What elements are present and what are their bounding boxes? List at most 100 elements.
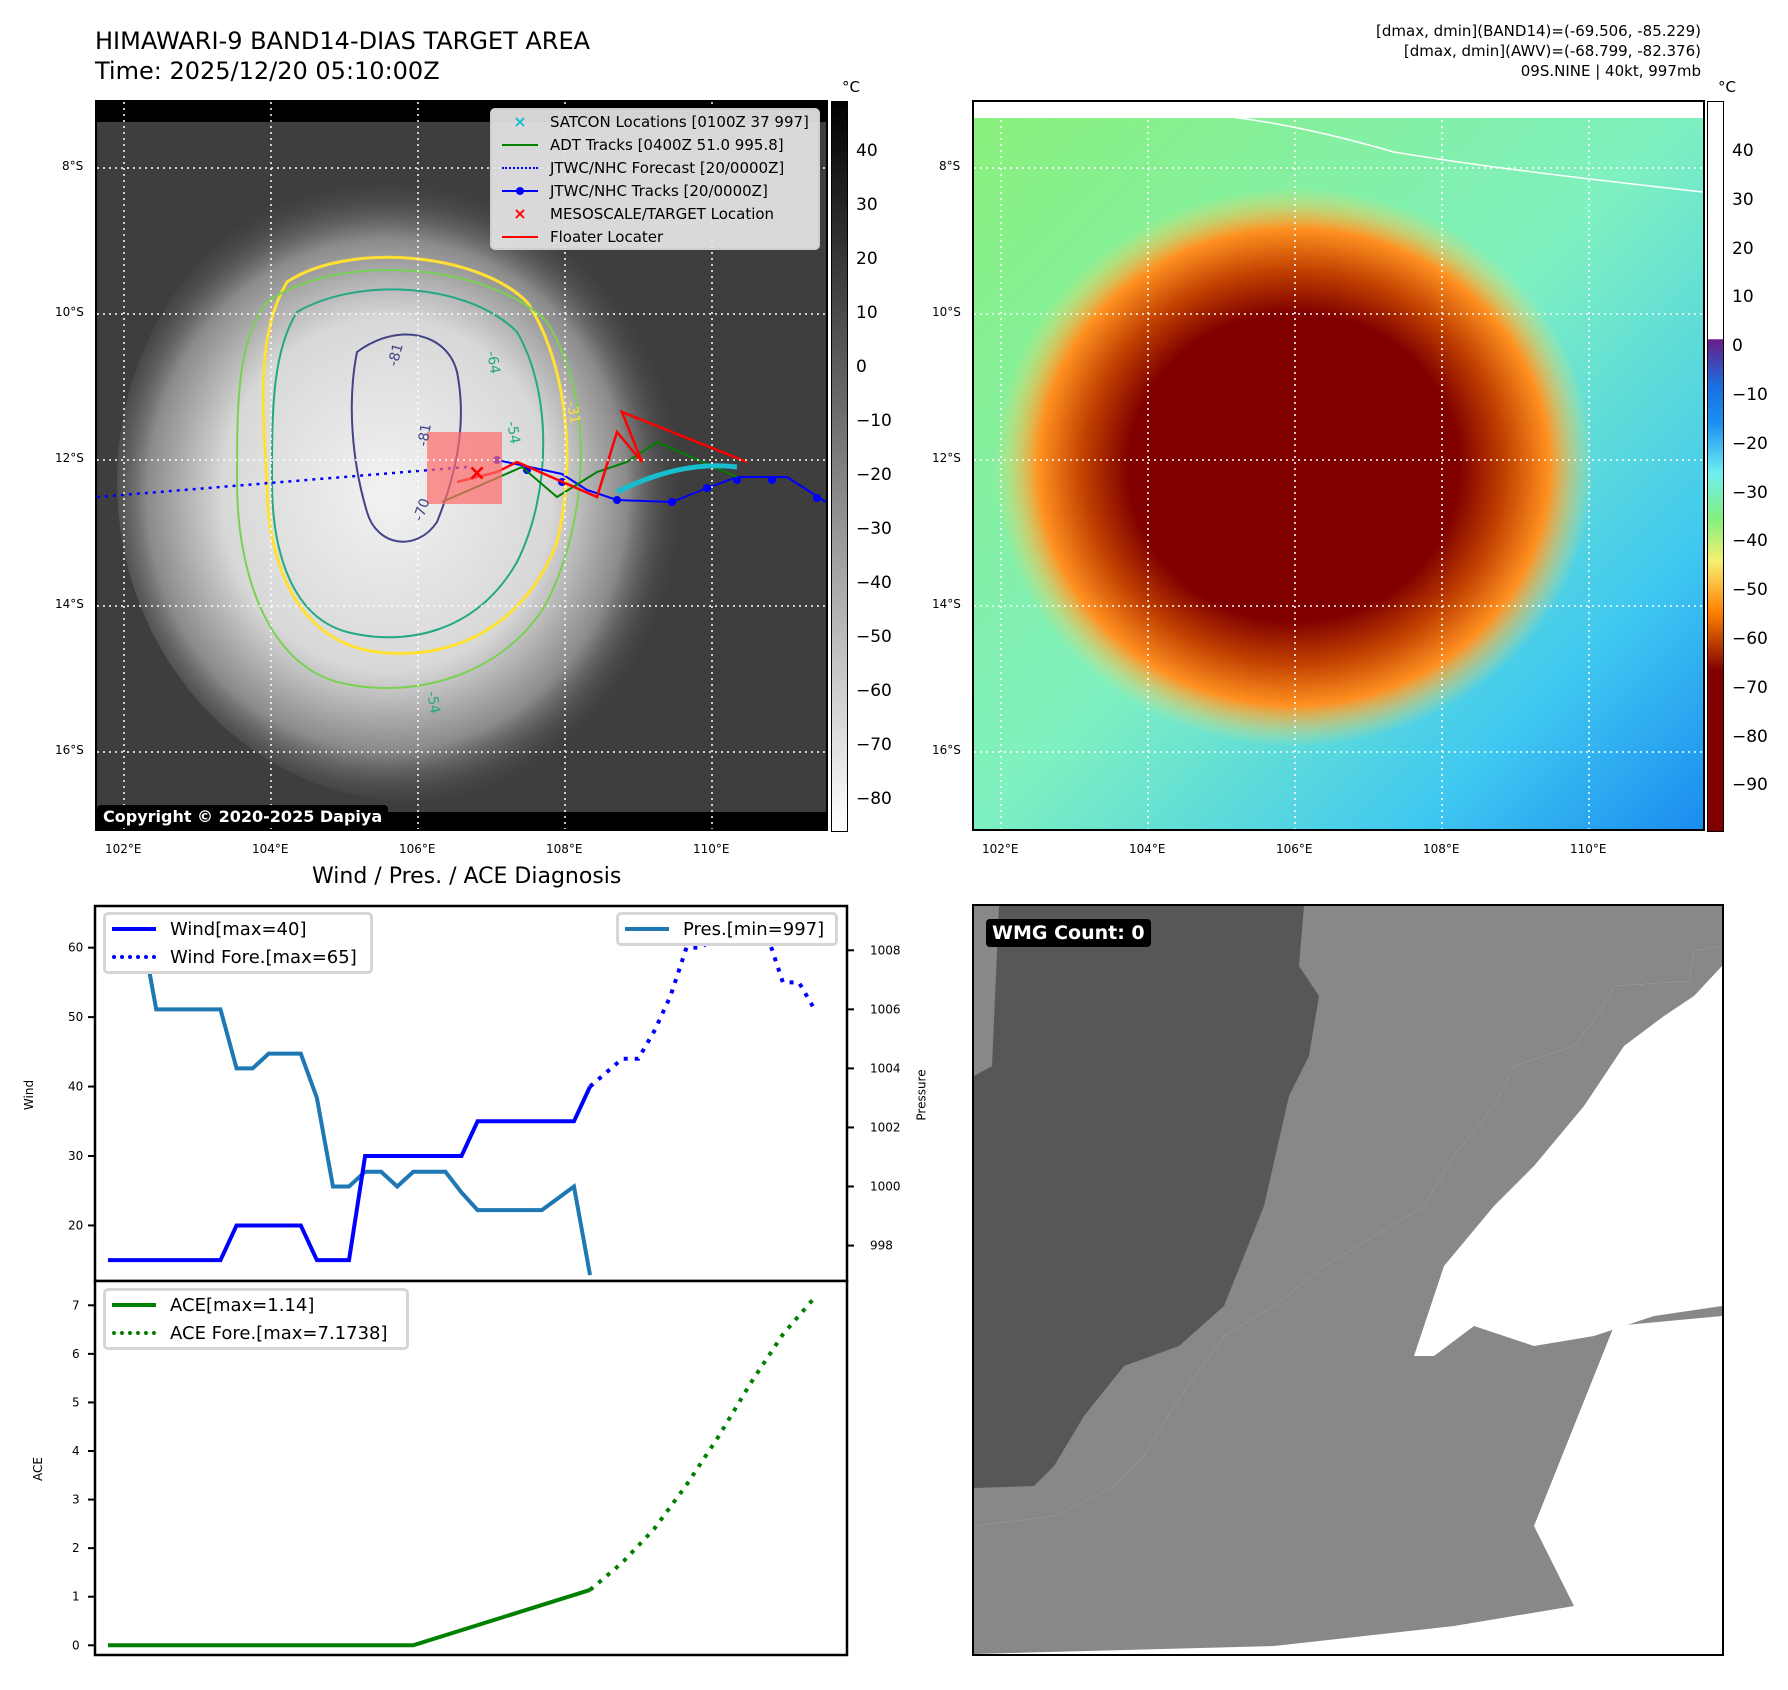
colorbar-tick: −10 [1732,385,1768,405]
satcon-locations [615,463,738,495]
legend-satcon: × SATCON Locations [0100Z 37 997] [492,110,818,133]
ace-tick-label: 1 [72,1590,80,1604]
colorbar-tick: 0 [1732,336,1743,357]
pressure-tick-label: 1008 [870,943,901,957]
ace-tick-label: 3 [72,1493,80,1507]
colorbar-tick: −50 [856,627,892,647]
adt-track [441,440,738,503]
figure-time: Time: 2025/12/20 05:10:00Z [95,57,440,85]
grayscale-colorbar-ticks: 40 30 20 10 0 −10 −20 −30 −40 −50 −60 −70 −80 [856,101,906,830]
awv-map-image [974,102,1703,829]
figure-title: HIMAWARI-9 BAND14-DIAS TARGET AREA [95,27,591,55]
contour-green [235,269,582,689]
colorbar-tick: 30 [1732,189,1754,210]
grayscale-colorbar [831,101,848,832]
wmg-region-dark [974,906,1319,1488]
legend-wind-forecast: Wind Fore.[max=65] [106,943,370,971]
solid-line-green-icon [112,1303,158,1307]
colorbar-tick: −20 [856,465,892,485]
legend-floater: Floater Locater [492,225,818,248]
colorbar-tick: −80 [1732,726,1768,747]
wind-tick-label: 50 [68,1010,83,1024]
colorbar-tick: −80 [856,789,892,809]
colorbar-tick: 40 [1732,141,1754,161]
lon-tick: 108°E [546,842,583,856]
wind-tick-label: 20 [68,1218,83,1232]
dotted-line-blue-icon [500,161,540,175]
wmg-region-clear [1414,966,1722,1356]
colorbar-tick: −10 [856,411,892,431]
colorbar-tick: 20 [1732,238,1754,259]
legend-ace: ACE[max=1.14] [106,1291,406,1319]
ace-line [108,1588,591,1648]
svg-text:-54: -54 [423,690,443,715]
lat-tick: 8°S [62,159,84,173]
lat-tick: 14°S [55,597,84,611]
colorbar-tick: −60 [856,681,892,701]
colorbar-unit: °C [842,78,860,96]
legend-ace-forecast: ACE Fore.[max=7.1738] [106,1319,406,1347]
lat-tick: 16°S [932,743,961,757]
legend-pressure: Pres.[min=997] [619,915,835,943]
colorbar-tick: 10 [856,303,878,323]
contour-teal [270,288,545,639]
wmg-panel: WMG Count: 0 [972,904,1724,1656]
pressure-line [108,918,593,1276]
pressure-legend: Pres.[min=997] [616,912,838,946]
awv-map [972,100,1705,831]
svg-text:-81: -81 [415,422,435,447]
pressure-tick-label: 1002 [870,1120,901,1134]
colorbar-tick: −20 [1732,433,1768,454]
band14-map: × -81 -64 -54 -31 -81 -70 -54 × SATCON Lo… [95,100,828,831]
awv-colorbar [1707,101,1724,832]
colorbar-unit: °C [1718,78,1736,96]
dotted-line-blue-icon [112,955,158,959]
solid-line-blue-icon [112,927,158,931]
wmg-region-mid-lower [974,946,1722,1654]
pressure-axis-label: Pressure [914,1069,929,1121]
pressure-tick-label: 998 [870,1239,893,1253]
wind-tick-label: 60 [68,941,83,955]
lon-tick: 102°E [982,842,1019,856]
colorbar-tick: 30 [856,195,878,215]
ace-tick-label: 2 [72,1541,80,1555]
cold-cloud-core [994,187,1594,747]
lat-tick: 16°S [55,743,84,757]
wmg-count-badge: WMG Count: 0 [986,919,1151,947]
legend-mesoscale: × MESOSCALE/TARGET Location [492,202,818,225]
awv-colorbar-ticks: 40 30 20 10 0 −10 −20 −30 −40 −50 −60 −70 −80 −90 [1732,101,1782,830]
legend-jtwc-tracks: JTWC/NHC Tracks [20/0000Z] [492,179,818,202]
colorbar-tick: −70 [1732,677,1768,698]
contour-indigo [350,333,462,543]
info-storm-summary: 09S.NINE | 40kt, 997mb [1520,62,1701,80]
wind-tick-label: 40 [68,1080,83,1094]
colorbar-tick: −40 [856,573,892,593]
ace-tick-label: 6 [72,1347,80,1361]
copyright-badge: Copyright © 2020-2025 Dapiya [97,805,389,828]
lon-tick: 108°E [1423,842,1460,856]
jtwc-forecast-track [97,465,468,499]
colorbar-tick: −40 [1732,531,1768,552]
svg-text:-31: -31 [563,400,583,425]
solid-line-green-icon [500,138,540,152]
lon-tick: 110°E [693,842,730,856]
line-dot-blue-icon [500,184,540,198]
x-marker-cyan-icon: × [513,112,527,131]
legend-wind: Wind[max=40] [106,915,370,943]
lon-tick: 104°E [1129,842,1166,856]
pressure-tick-label: 1006 [870,1002,901,1016]
lat-tick: 8°S [939,159,961,173]
lat-tick: 10°S [932,305,961,319]
svg-text:-70: -70 [411,496,434,523]
ace-tick-label: 5 [72,1395,80,1409]
svg-text:-81: -81 [385,342,406,368]
colorbar-tick: −60 [1732,629,1768,649]
band14-map-image: × -81 -64 -54 -31 -81 -70 -54 [97,102,826,829]
map-gridlines [974,102,1703,829]
colorbar-tick: −70 [856,735,892,755]
legend-jtwc-forecast: JTWC/NHC Forecast [20/0000Z] [492,156,818,179]
lon-tick: 106°E [1276,842,1313,856]
lon-tick: 104°E [252,842,289,856]
wind-line [108,1085,592,1263]
wmg-image [974,906,1722,1654]
